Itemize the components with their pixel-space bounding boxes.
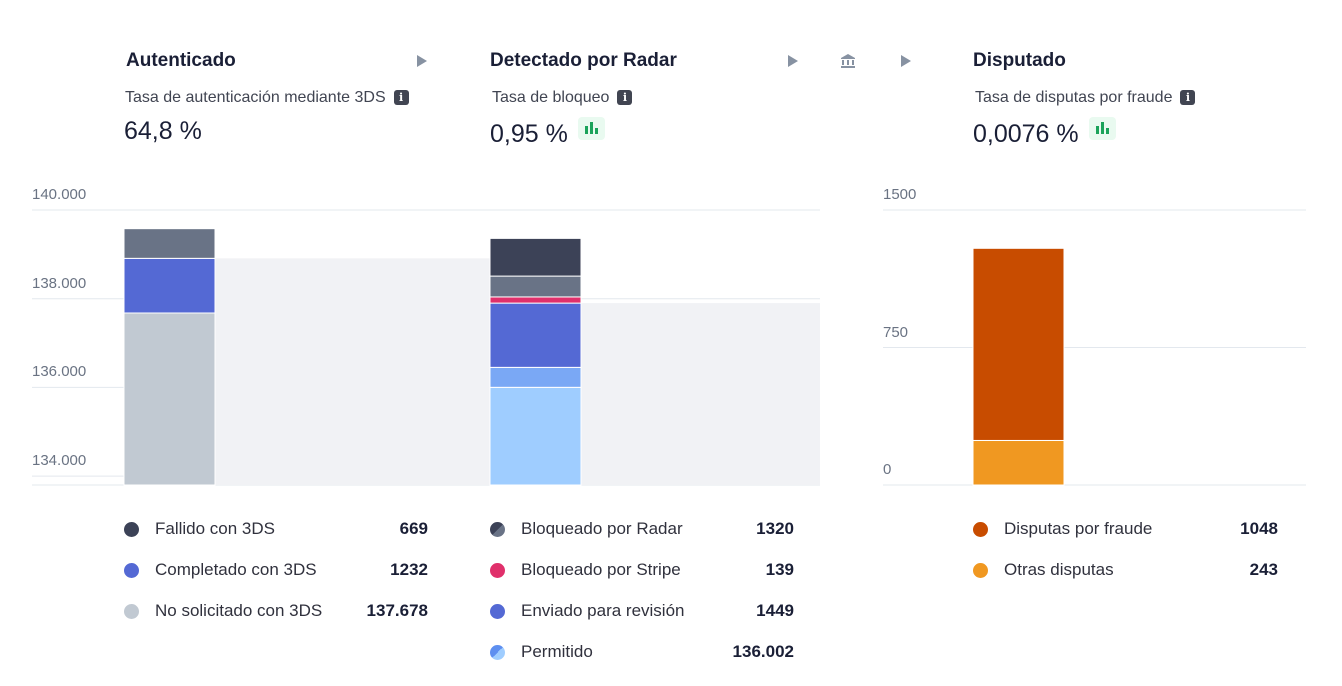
metric-label-disputed-text: Tasa de disputas por fraude <box>975 89 1173 106</box>
bar-chart-icon[interactable] <box>577 117 605 140</box>
legend-value: 137.678 <box>366 601 428 620</box>
y-tick-label: 140.000 <box>32 186 87 203</box>
flow-area <box>215 258 490 485</box>
metric-value-disputed-text: 0,0076 % <box>973 120 1079 148</box>
bar-segment <box>972 439 1065 486</box>
legend-value: 136.002 <box>732 642 794 661</box>
legend-value: 139 <box>765 560 794 579</box>
metric-value-authenticated: 64,8 % <box>124 117 202 145</box>
legend-label: No solicitado con 3DS <box>155 601 323 620</box>
bar-chart-icon[interactable] <box>1088 117 1116 140</box>
metric-label-radar-text: Tasa de bloqueo <box>492 89 610 106</box>
play-icon[interactable] <box>788 55 798 67</box>
legend-swatch <box>973 562 988 578</box>
bar-segment <box>972 247 1065 441</box>
flow-area <box>581 303 820 485</box>
legend-item: Completado con 3DS 1232 <box>124 558 428 582</box>
legend-item: Permitido 136.002 <box>490 640 794 664</box>
legend-swatch <box>490 562 505 578</box>
y-tick-label: 136.000 <box>32 363 87 381</box>
bar-segment <box>489 237 582 277</box>
section-title-authenticated: Autenticado <box>126 50 236 71</box>
bar-segment <box>489 386 582 486</box>
legend-swatch <box>124 562 139 578</box>
play-icon[interactable] <box>901 55 911 67</box>
info-icon[interactable]: i <box>393 90 409 105</box>
legend-item: Disputas por fraude 1048 <box>973 517 1278 541</box>
metric-value-radar-text: 0,95 % <box>490 120 568 148</box>
legend-value: 1320 <box>756 519 794 538</box>
info-icon[interactable]: i <box>617 90 633 105</box>
y-tick-label: 0 <box>883 461 892 478</box>
legend-swatch <box>124 521 139 537</box>
legend-value: 1449 <box>756 601 794 620</box>
legend-value: 243 <box>1249 560 1278 579</box>
legend-label: Enviado para revisión <box>521 601 685 620</box>
legend-label: Completado con 3DS <box>155 560 317 579</box>
section-title-disputed: Disputado <box>973 50 1066 71</box>
legend-item: Bloqueado por Radar 1320 <box>490 517 794 541</box>
metric-value-radar: 0,95 % <box>490 117 605 149</box>
bar-segment <box>489 366 582 388</box>
metric-label-authenticated-text: Tasa de autenticación mediante 3DS <box>125 89 386 106</box>
metric-value-disputed: 0,0076 % <box>973 117 1116 149</box>
y-tick-label: 134.000 <box>32 452 87 470</box>
legend-label: Fallido con 3DS <box>155 519 276 538</box>
bar-segment <box>489 302 582 368</box>
y-tick-label: 1500 <box>883 186 917 203</box>
legend-swatch <box>124 603 139 619</box>
legend-label: Disputas por fraude <box>1004 519 1153 538</box>
bank-icon <box>841 54 855 68</box>
legend-label: Otras disputas <box>1004 560 1114 579</box>
legend-value: 1048 <box>1240 519 1278 538</box>
legend-item: Bloqueado por Stripe 139 <box>490 558 794 582</box>
metric-label-radar: Tasa de bloqueo i <box>492 89 633 107</box>
play-icon[interactable] <box>417 55 427 67</box>
legend-label: Permitido <box>521 642 593 661</box>
legend-item: Otras disputas 243 <box>973 558 1278 582</box>
legend-item: Enviado para revisión 1449 <box>490 599 794 623</box>
metric-label-disputed: Tasa de disputas por fraude i <box>975 89 1196 107</box>
bar-segment <box>489 296 582 304</box>
bar-segment <box>123 257 216 314</box>
legend-label: Bloqueado por Radar <box>521 519 683 538</box>
legend-label: Bloqueado por Stripe <box>521 560 681 579</box>
section-title-radar: Detectado por Radar <box>490 50 677 71</box>
y-tick-label: 138.000 <box>32 274 87 292</box>
bar-segment <box>123 312 216 486</box>
info-icon[interactable]: i <box>1180 90 1196 105</box>
legend-swatch <box>490 603 505 619</box>
legend-value: 669 <box>399 519 428 538</box>
metric-label-authenticated: Tasa de autenticación mediante 3DS i <box>125 89 409 107</box>
bar-segment <box>123 228 216 259</box>
legend-swatch <box>490 644 505 660</box>
legend-swatch <box>973 521 988 537</box>
y-tick-label: 750 <box>883 323 909 341</box>
legend-swatch <box>490 521 505 537</box>
bar-segment <box>489 275 582 298</box>
legend-value: 1232 <box>390 560 428 579</box>
legend-item: No solicitado con 3DS 137.678 <box>124 599 428 623</box>
legend-item: Fallido con 3DS 669 <box>124 517 428 541</box>
